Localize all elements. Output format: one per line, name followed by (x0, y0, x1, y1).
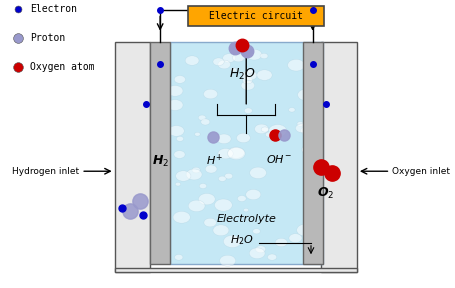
Bar (150, 42, 170, 264)
Bar (321, 42, 356, 272)
Circle shape (192, 167, 200, 173)
Circle shape (222, 54, 235, 62)
Circle shape (168, 126, 184, 136)
Circle shape (287, 59, 304, 71)
Circle shape (261, 127, 268, 132)
Circle shape (274, 238, 287, 247)
Circle shape (254, 124, 268, 134)
Bar (114, 42, 150, 272)
Text: H$_2$O: H$_2$O (228, 67, 255, 82)
Text: Electrolyte: Electrolyte (216, 213, 276, 223)
Text: OH$^-$: OH$^-$ (266, 153, 292, 165)
Text: O$_2$: O$_2$ (317, 185, 334, 201)
Text: H$_2$O: H$_2$O (229, 233, 253, 247)
Circle shape (188, 200, 205, 212)
Circle shape (199, 183, 206, 189)
Circle shape (309, 82, 315, 86)
Bar (302, 42, 322, 264)
Circle shape (175, 182, 180, 186)
Circle shape (249, 248, 264, 259)
Circle shape (167, 86, 182, 96)
Circle shape (198, 194, 215, 205)
Text: H$^+$: H$^+$ (206, 153, 223, 168)
Circle shape (237, 196, 246, 202)
Circle shape (295, 124, 308, 132)
Circle shape (267, 254, 276, 260)
Circle shape (242, 70, 257, 80)
Circle shape (217, 148, 233, 159)
Text: H$_2$: H$_2$ (151, 154, 168, 169)
Circle shape (304, 144, 311, 149)
Circle shape (288, 108, 294, 112)
Circle shape (244, 108, 252, 113)
Circle shape (203, 89, 217, 99)
Circle shape (200, 119, 209, 125)
Circle shape (236, 133, 250, 143)
Circle shape (247, 69, 252, 73)
Bar (170, 42, 322, 264)
Circle shape (218, 176, 226, 181)
Circle shape (172, 211, 190, 223)
Text: Hydrogen inlet: Hydrogen inlet (12, 167, 79, 176)
Circle shape (174, 75, 185, 83)
Circle shape (174, 254, 182, 260)
Circle shape (288, 234, 301, 243)
Circle shape (230, 68, 236, 72)
Text: Electron: Electron (30, 4, 77, 14)
FancyBboxPatch shape (187, 6, 323, 26)
Circle shape (256, 70, 272, 80)
Text: Proton: Proton (30, 33, 66, 43)
Circle shape (203, 218, 216, 227)
Circle shape (242, 77, 252, 84)
Circle shape (265, 132, 273, 137)
Circle shape (255, 246, 265, 253)
Circle shape (296, 122, 303, 126)
Circle shape (243, 208, 248, 212)
Circle shape (297, 89, 313, 101)
Circle shape (224, 173, 232, 179)
Circle shape (259, 53, 268, 59)
Circle shape (173, 151, 185, 158)
Circle shape (252, 229, 260, 234)
Text: Oxygen inlet: Oxygen inlet (392, 167, 450, 176)
Circle shape (167, 100, 182, 111)
Circle shape (227, 147, 244, 158)
Circle shape (212, 58, 224, 66)
Circle shape (176, 136, 183, 141)
Circle shape (212, 225, 228, 236)
Circle shape (205, 165, 217, 173)
Circle shape (301, 144, 317, 155)
Circle shape (185, 56, 198, 65)
Circle shape (227, 147, 245, 160)
Bar (114, 268, 356, 272)
Circle shape (249, 167, 266, 179)
Circle shape (194, 132, 200, 136)
Circle shape (214, 199, 232, 211)
Circle shape (268, 124, 286, 137)
Circle shape (232, 54, 244, 62)
Circle shape (246, 49, 261, 60)
Circle shape (223, 235, 241, 248)
Circle shape (219, 255, 235, 266)
Circle shape (296, 224, 313, 236)
Text: Oxygen atom: Oxygen atom (30, 62, 95, 72)
Circle shape (300, 127, 312, 135)
Circle shape (217, 60, 230, 69)
Circle shape (245, 190, 260, 200)
Circle shape (186, 169, 202, 180)
Circle shape (217, 134, 231, 144)
Text: Electric circuit: Electric circuit (208, 12, 302, 22)
Circle shape (198, 115, 206, 120)
Circle shape (175, 171, 191, 181)
Circle shape (241, 81, 254, 90)
